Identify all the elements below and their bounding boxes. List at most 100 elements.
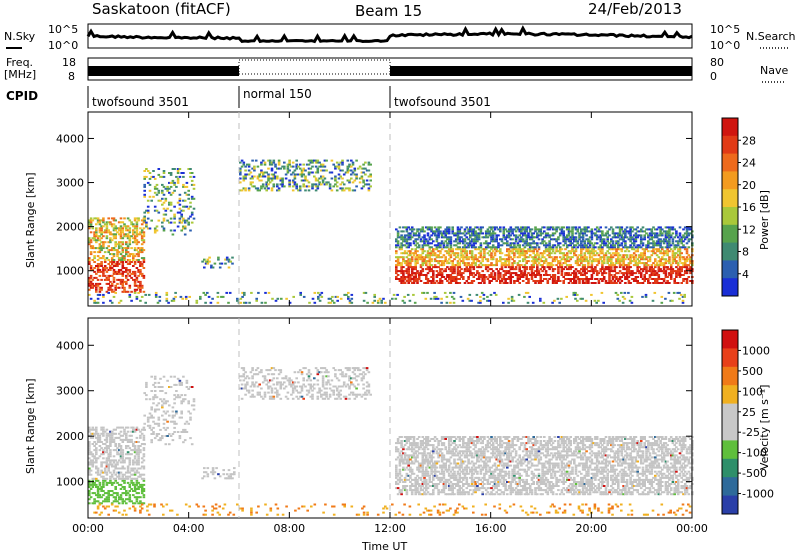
data-cell: [139, 286, 142, 289]
data-cell: [119, 221, 123, 224]
data-cell: [135, 233, 139, 236]
data-cell: [513, 242, 516, 245]
data-cell: [189, 229, 192, 232]
data-cell: [114, 237, 117, 240]
data-cell: [516, 256, 520, 259]
data-cell: [311, 159, 314, 162]
data-cell: [145, 225, 148, 228]
data-cell: [139, 290, 142, 293]
data-cell: [128, 486, 132, 488]
data-cell: [463, 248, 467, 251]
data-cell: [107, 269, 110, 271]
data-cell: [367, 187, 371, 190]
data-cell: [681, 299, 685, 302]
data-cell: [469, 264, 472, 267]
data-cell: [567, 278, 571, 280]
data-cell: [258, 189, 261, 192]
data-cell: [126, 441, 130, 443]
data-cell: [673, 254, 676, 257]
data-cell: [636, 250, 639, 253]
data-cell: [456, 264, 460, 267]
data-cell: [504, 238, 507, 241]
data-cell: [98, 282, 102, 285]
data-cell: [143, 443, 146, 446]
data-cell: [419, 272, 423, 275]
data-cell: [507, 270, 511, 273]
data-cell: [133, 451, 137, 454]
data-cell: [293, 175, 297, 178]
data-cell: [270, 169, 274, 172]
data-cell: [433, 226, 437, 229]
data-cell: [313, 291, 317, 294]
data-cell: [534, 226, 537, 229]
data-cell: [539, 252, 543, 255]
data-cell: [295, 187, 298, 190]
data-cell: [680, 274, 683, 276]
data-cell: [571, 248, 574, 251]
data-cell: [514, 280, 518, 282]
data-cell: [157, 418, 161, 421]
data-cell: [447, 236, 451, 239]
data-cell: [121, 486, 125, 488]
data-cell: [578, 258, 581, 261]
data-cell: [546, 254, 550, 257]
data-cell: [331, 295, 334, 298]
data-cell: [161, 197, 164, 200]
data-cell: [594, 228, 597, 231]
data-cell: [622, 258, 625, 261]
data-cell: [664, 246, 668, 249]
data-cell: [680, 270, 683, 273]
data-cell: [627, 230, 631, 233]
data-cell: [112, 253, 116, 256]
data-cell: [268, 181, 272, 184]
data-cell: [88, 284, 91, 287]
data-cell: [521, 260, 525, 263]
data-cell: [102, 461, 105, 464]
data-cell: [560, 230, 564, 233]
data-cell: [532, 236, 535, 239]
data-cell: [489, 293, 493, 296]
data-cell: [452, 291, 456, 294]
data-cell: [119, 253, 123, 256]
data-cell: [551, 238, 555, 241]
data-cell: [578, 254, 581, 257]
data-cell: [447, 254, 451, 257]
data-cell: [143, 177, 146, 180]
data-cell: [244, 187, 247, 190]
data-cell: [516, 276, 520, 278]
data-cell: [520, 232, 523, 235]
data-cell: [109, 432, 112, 435]
data-cell: [116, 475, 119, 478]
data-cell: [460, 226, 463, 229]
data-cell: [611, 262, 615, 265]
data-cell: [442, 264, 446, 267]
data-cell: [98, 494, 102, 497]
data-cell: [112, 496, 116, 499]
data-cell: [655, 254, 659, 257]
data-cell: [451, 266, 454, 269]
ytick-label: 1000: [56, 265, 84, 278]
data-cell: [433, 232, 437, 235]
data-cell: [419, 258, 423, 261]
data-cell: [556, 297, 560, 300]
data-cell: [130, 247, 133, 250]
data-cell: [567, 234, 571, 237]
data-cell: [518, 238, 521, 241]
data-cell: [123, 461, 126, 464]
data-cell: [125, 233, 128, 236]
data-cell: [645, 278, 648, 280]
data-cell: [107, 276, 110, 279]
data-cell: [632, 248, 636, 251]
data-cell: [165, 293, 169, 296]
data-cell: [117, 259, 121, 261]
data-cell: [241, 291, 244, 294]
data-cell: [447, 252, 451, 255]
data-cell: [534, 242, 537, 245]
data-cell: [583, 240, 587, 243]
data-cell: [178, 219, 182, 222]
data-cell: [435, 238, 439, 241]
data-cell: [182, 441, 185, 444]
data-cell: [133, 247, 137, 250]
data-cell: [102, 267, 105, 269]
data-cell: [405, 270, 409, 273]
